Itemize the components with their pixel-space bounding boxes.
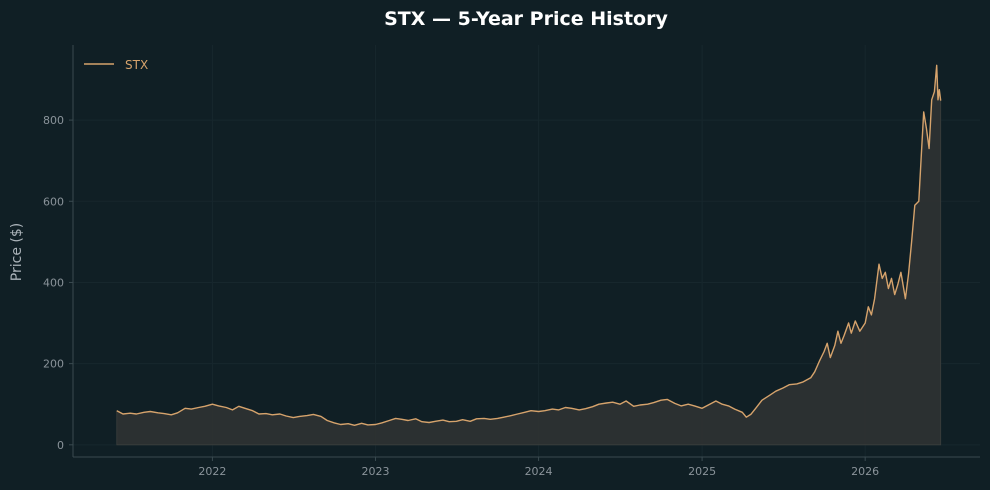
y-tick-label: 600 [43, 195, 64, 208]
axes [72, 45, 980, 458]
y-axis-label: Price ($) [9, 223, 25, 281]
plot-area [116, 64, 942, 446]
series-line-stx [116, 64, 942, 426]
y-tick-label: 0 [57, 439, 64, 452]
x-tick-label: 2023 [361, 465, 389, 478]
y-tick-label: 200 [43, 358, 64, 371]
x-tick-label: 2025 [688, 465, 716, 478]
y-ticks: 0 200 400 600 800 [43, 114, 73, 452]
x-tick-label: 2022 [198, 465, 226, 478]
x-ticks: 2022 2023 2024 2025 2026 [198, 457, 879, 478]
x-tick-label: 2026 [851, 465, 879, 478]
legend: STX [84, 58, 148, 72]
chart-title: STX — 5-Year Price History [384, 8, 668, 30]
y-tick-label: 400 [43, 276, 64, 289]
series-area-stx [116, 65, 942, 446]
y-tick-label: 800 [43, 114, 64, 127]
legend-label-stx: STX [125, 58, 148, 72]
x-tick-label: 2024 [525, 465, 553, 478]
